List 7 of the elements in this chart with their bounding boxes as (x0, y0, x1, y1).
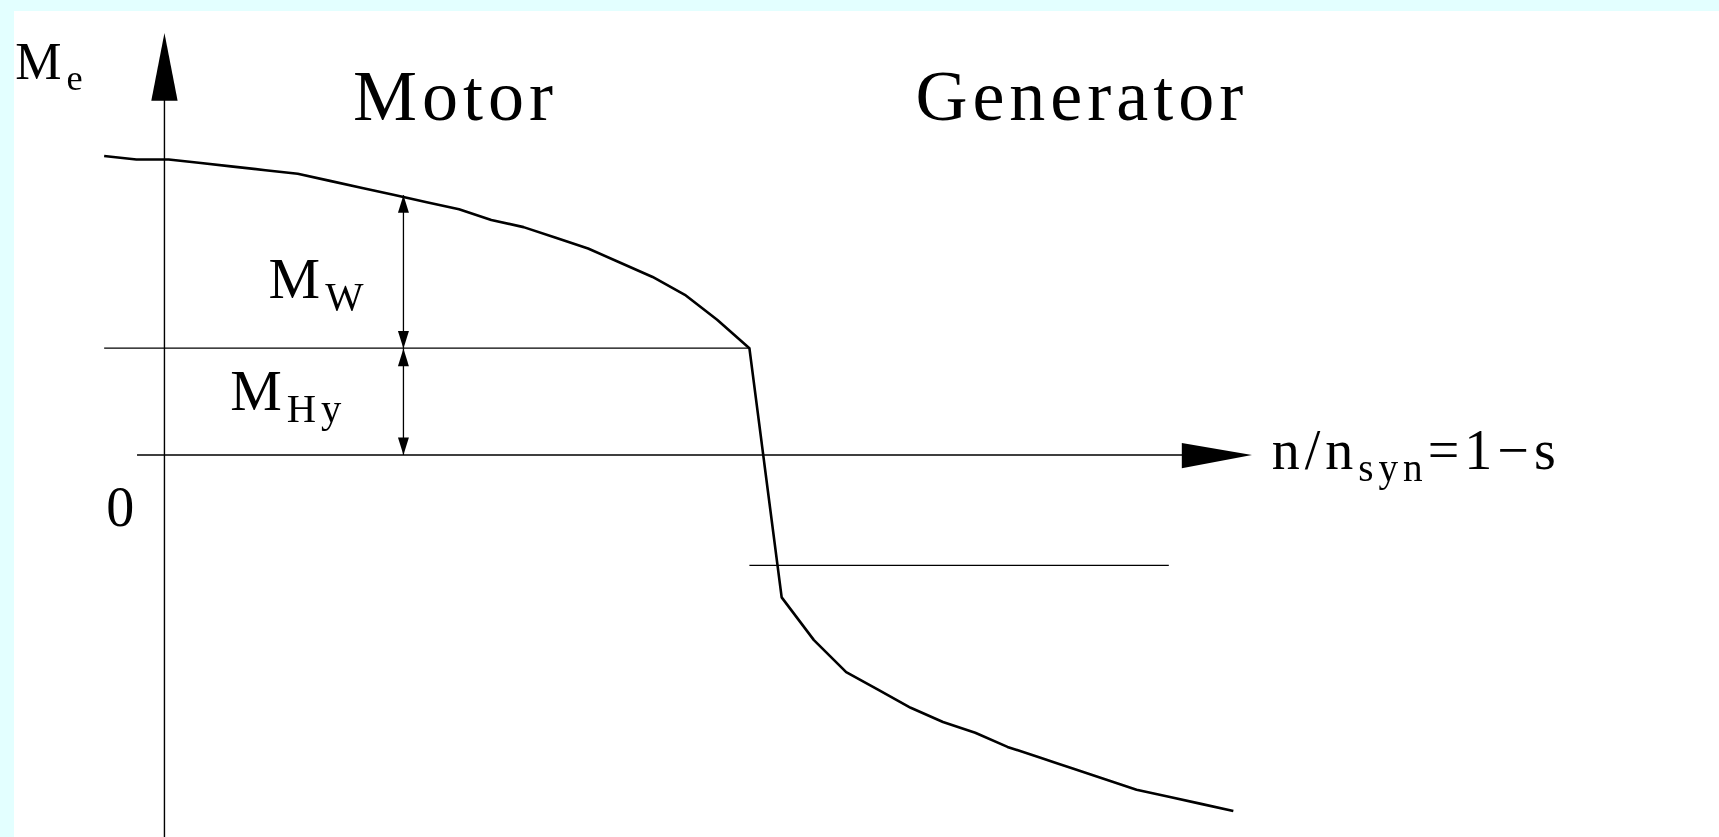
annotation: 0 (106, 476, 140, 539)
x-axis-title: n/n$_{syn}$=1−s (1271, 419, 1561, 489)
text: Motor (353, 56, 558, 137)
annotation: M$_{W}$ (268, 245, 369, 320)
text: Generator (915, 56, 1249, 137)
y-axis-title: M$_{e}$ (15, 33, 88, 99)
annotation: M$_{Hy}$ (230, 357, 347, 431)
